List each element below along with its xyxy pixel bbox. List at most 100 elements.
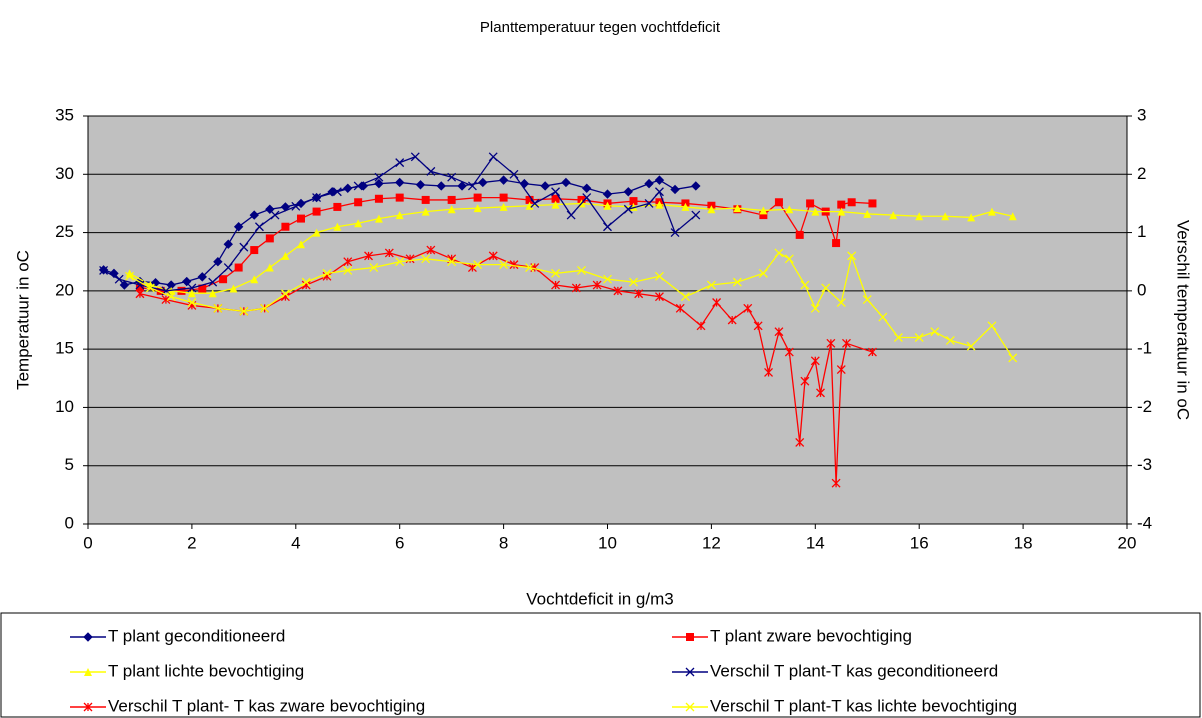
marker <box>821 283 831 293</box>
marker <box>551 200 560 209</box>
marker <box>868 199 877 208</box>
marker <box>795 230 804 239</box>
marker <box>415 180 426 190</box>
marker <box>1008 353 1018 363</box>
legend-marker <box>685 702 695 712</box>
marker <box>914 333 924 342</box>
marker <box>135 289 145 299</box>
marker <box>654 187 664 197</box>
marker <box>488 251 498 261</box>
marker <box>753 321 763 331</box>
y-axis-label: Temperatuur in oC <box>13 250 32 390</box>
marker <box>208 289 217 298</box>
marker <box>826 338 836 348</box>
marker <box>239 306 249 316</box>
y2-tick-label: 2 <box>1137 164 1146 183</box>
marker <box>525 201 534 210</box>
marker <box>125 269 134 278</box>
y-tick-label: 15 <box>55 339 74 358</box>
marker <box>759 211 768 220</box>
marker <box>426 166 436 176</box>
y-tick-label: 0 <box>65 513 74 532</box>
marker <box>644 178 654 189</box>
marker <box>114 274 124 284</box>
y2-tick-label: 3 <box>1137 105 1146 124</box>
marker <box>842 338 851 348</box>
marker <box>525 263 535 273</box>
marker <box>265 263 274 272</box>
marker <box>343 265 353 275</box>
legend-marker <box>83 702 93 712</box>
marker <box>878 312 888 322</box>
marker <box>670 184 680 195</box>
x-tick-label: 12 <box>702 533 721 552</box>
marker <box>410 152 420 162</box>
marker <box>354 198 363 207</box>
marker <box>250 275 259 284</box>
marker <box>867 347 877 357</box>
marker <box>447 172 457 182</box>
marker <box>784 254 794 264</box>
marker <box>498 175 509 185</box>
marker <box>836 298 846 307</box>
marker <box>509 169 519 179</box>
legend-label: Verschil T plant- T kas zware bevochtigi… <box>108 696 425 715</box>
marker <box>774 248 784 258</box>
marker <box>312 193 322 203</box>
y2-tick-label: 1 <box>1137 222 1146 241</box>
y-tick-label: 25 <box>55 222 74 241</box>
marker <box>208 277 218 287</box>
marker <box>816 388 825 398</box>
legend-label: Verschil T plant-T kas lichte bevochtigi… <box>710 696 1017 715</box>
marker <box>145 283 155 293</box>
marker <box>670 228 680 238</box>
marker <box>322 268 332 278</box>
marker <box>654 175 665 185</box>
x-tick-label: 8 <box>499 533 508 552</box>
marker <box>712 298 722 307</box>
legend-box <box>0 612 1201 718</box>
marker <box>800 376 810 386</box>
marker <box>774 198 783 207</box>
marker <box>623 204 633 214</box>
marker <box>655 200 664 209</box>
marker <box>421 207 430 216</box>
marker <box>837 207 846 216</box>
marker <box>603 201 612 210</box>
y2-tick-label: -2 <box>1137 397 1152 416</box>
marker <box>181 276 192 287</box>
marker <box>223 239 233 249</box>
y2-tick-label: 0 <box>1137 280 1146 299</box>
marker <box>223 263 233 273</box>
marker <box>499 202 508 211</box>
marker <box>364 251 373 261</box>
marker <box>250 246 259 255</box>
marker <box>613 286 623 296</box>
marker <box>987 321 997 331</box>
marker <box>213 257 223 267</box>
marker <box>629 277 638 287</box>
marker <box>374 178 384 189</box>
marker <box>987 207 996 216</box>
marker <box>561 177 571 188</box>
marker <box>629 197 638 206</box>
legend-marker <box>685 667 695 677</box>
marker <box>296 214 305 223</box>
x-tick-label: 4 <box>291 533 300 552</box>
marker <box>354 219 363 228</box>
plot-area <box>87 115 1128 525</box>
legend-marker <box>84 668 92 676</box>
marker <box>571 283 581 293</box>
legend-label: T plant lichte bevochtiging <box>108 661 304 680</box>
marker <box>863 209 872 218</box>
marker <box>966 341 976 351</box>
marker <box>603 274 612 284</box>
marker <box>426 245 436 255</box>
marker <box>384 248 394 258</box>
marker <box>219 275 228 284</box>
x-tick-label: 18 <box>1014 533 1033 552</box>
marker <box>421 254 431 264</box>
marker <box>551 280 561 290</box>
marker <box>296 240 305 249</box>
y-tick-label: 35 <box>55 105 74 124</box>
